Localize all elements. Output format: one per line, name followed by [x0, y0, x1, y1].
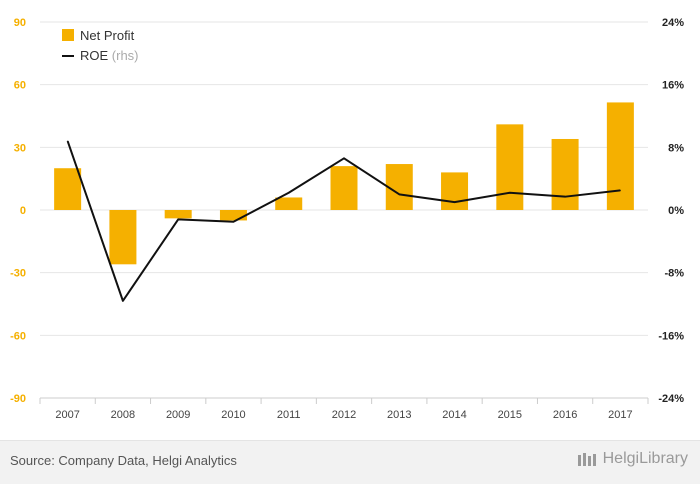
legend-swatch-net-profit: [62, 29, 74, 41]
left-tick-label: -60: [10, 330, 26, 342]
x-tick-label: 2010: [221, 409, 245, 421]
footer: Source: Company Data, Helgi Analytics He…: [0, 440, 700, 484]
brand-logo[interactable]: HelgiLibrary: [577, 450, 688, 468]
left-tick-label: 0: [20, 205, 26, 217]
x-tick-label: 2012: [332, 409, 356, 421]
bar-2010: [219, 210, 247, 221]
x-tick-label: 2008: [111, 409, 135, 421]
right-tick-label: 16%: [662, 80, 684, 92]
left-tick-label: -30: [10, 268, 26, 280]
bar-2011: [275, 197, 303, 210]
chart: 90 60 30 0 -30 -60 -90 24% 16% 8% 0% -8% -16% -24% 2…: [10, 17, 684, 421]
x-tick-label: 2009: [166, 409, 190, 421]
right-tick-label: -16%: [658, 330, 684, 342]
x-tick-label: 2011: [277, 409, 301, 421]
roe-point-2017: [619, 189, 621, 191]
bar-2007: [54, 168, 82, 210]
roe-point-2009: [177, 218, 179, 220]
bar-2008: [109, 210, 137, 265]
roe-point-2016: [564, 196, 566, 198]
bar-2014: [441, 172, 469, 210]
x-tick-label: 2016: [553, 409, 577, 421]
roe-point-2012: [343, 157, 345, 159]
bar-2016: [551, 138, 579, 210]
bar-series-net-profit: [54, 102, 634, 265]
brand-name: HelgiLibrary: [602, 450, 688, 467]
left-tick-label: 90: [14, 17, 26, 29]
roe-point-2007: [67, 140, 69, 142]
line-series-roe: [66, 140, 621, 302]
bar-2017: [606, 102, 634, 210]
right-tick-label: 8%: [668, 142, 684, 154]
x-tick-label: 2017: [608, 409, 632, 421]
left-tick-label: 60: [14, 80, 26, 92]
roe-point-2010: [232, 221, 234, 223]
bar-2013: [385, 164, 413, 210]
roe-point-2011: [288, 192, 290, 194]
x-tick-label: 2007: [55, 409, 79, 421]
legend: Net Profit ROE (rhs): [62, 28, 139, 63]
left-tick-label: 30: [14, 142, 26, 154]
roe-point-2008: [122, 300, 124, 302]
left-tick-label: -90: [10, 393, 26, 405]
legend-suffix-rhs: (rhs): [112, 48, 139, 63]
legend-label-roe: ROE (rhs): [80, 48, 139, 63]
roe-point-2014: [454, 201, 456, 203]
right-tick-label: -24%: [658, 393, 684, 405]
right-tick-label: 24%: [662, 17, 684, 29]
bar-2015: [496, 124, 524, 210]
x-tick-label: 2014: [442, 409, 466, 421]
roe-line: [66, 140, 621, 302]
bar-2012: [330, 166, 358, 210]
right-tick-label: 0%: [668, 205, 684, 217]
roe-point-2013: [398, 193, 400, 195]
left-axis-ticks: 90 60 30 0 -30 -60 -90: [10, 17, 26, 405]
roe-point-2015: [509, 192, 511, 194]
library-icon: [577, 453, 596, 466]
x-axis: 2007 2008 2009 2010 2011 2012 2013 2014 2015 2016…: [39, 397, 649, 421]
x-tick-label: 2013: [387, 409, 411, 421]
x-tick-label: 2015: [498, 409, 522, 421]
right-axis-ticks: 24% 16% 8% 0% -8% -16% -24%: [658, 17, 684, 405]
bar-2009: [164, 210, 192, 219]
source-text: Source: Company Data, Helgi Analytics: [10, 453, 237, 468]
legend-label-net-profit: Net Profit: [80, 28, 135, 43]
right-tick-label: -8%: [664, 268, 684, 280]
